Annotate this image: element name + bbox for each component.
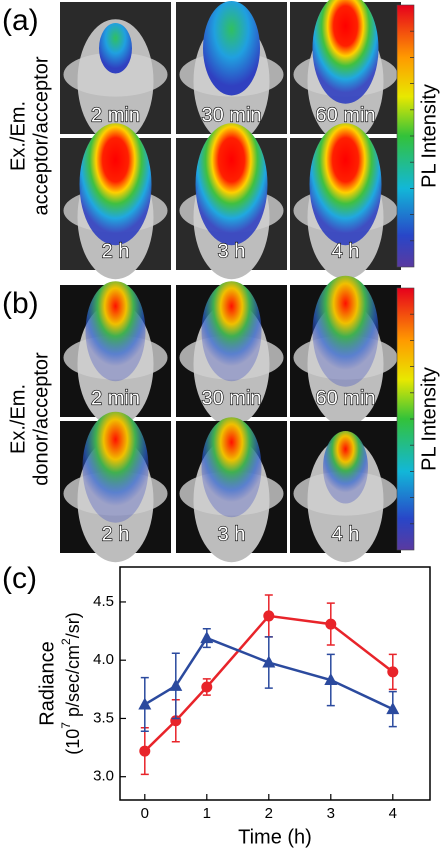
- marker: [200, 631, 214, 644]
- y-tick-label: 3.5: [93, 709, 114, 726]
- x-tick-label: 4: [389, 805, 397, 822]
- colorbar-label-group: PL Intensity: [418, 367, 440, 471]
- y-axis-unit-part: /sr): [63, 612, 83, 638]
- signal-heatmap: [82, 411, 149, 523]
- y-axis-label-line: Radiance: [36, 641, 58, 726]
- marker: [169, 678, 183, 691]
- y-axis-unit-part: 2: [59, 638, 73, 645]
- x-tick-label: 2: [265, 805, 273, 822]
- image-label: 2 h: [102, 523, 130, 545]
- plot-frame: [119, 566, 431, 801]
- side-label-line: Ex./Em.: [7, 101, 29, 171]
- x-axis-label: Time (h): [238, 826, 312, 848]
- image-label: 4 h: [332, 523, 360, 545]
- image-label: 60 min: [315, 104, 375, 126]
- colorbar-label-group: PL Intensity: [418, 84, 440, 188]
- panel-letter: (a): [2, 4, 39, 37]
- mouse-shoulder: [63, 52, 168, 97]
- colorbar-label: PL Intensity: [418, 367, 440, 471]
- panel-letter: (b): [2, 287, 39, 320]
- panel-letter: (c): [2, 562, 37, 595]
- side-label-line: donor/acceptor: [30, 352, 52, 486]
- signal-heatmap: [79, 123, 152, 246]
- x-tick-label: 0: [141, 805, 149, 822]
- signal-heatmap: [195, 123, 268, 246]
- signal-heatmap: [201, 281, 262, 382]
- image-label: 30 min: [201, 104, 261, 126]
- image-label: 60 min: [315, 387, 375, 409]
- side-label-line: Ex./Em.: [7, 384, 29, 454]
- marker: [201, 681, 213, 693]
- signal-heatmap: [309, 123, 382, 246]
- image-label: 30 min: [201, 387, 261, 409]
- x-tick-label: 1: [203, 805, 211, 822]
- marker: [138, 697, 152, 710]
- signal-heatmap: [85, 281, 146, 382]
- marker: [386, 702, 400, 715]
- y-tick-label: 3.0: [93, 768, 114, 785]
- image-label: 2 min: [91, 104, 140, 126]
- image-label: 2 h: [102, 240, 130, 262]
- y-axis-unit: (107 p/sec/cm2/sr): [59, 612, 83, 754]
- image-label: 2 min: [91, 387, 140, 409]
- y-tick-label: 4.5: [93, 593, 114, 610]
- side-label: Ex./Em. acceptor/acceptor: [7, 56, 52, 215]
- colorbar-label: PL Intensity: [418, 84, 440, 188]
- side-label-line: acceptor/acceptor: [30, 56, 52, 215]
- signal-heatmap: [312, 275, 379, 387]
- y-axis-unit-part: 7: [59, 722, 73, 729]
- marker: [387, 666, 399, 678]
- marker: [262, 655, 276, 668]
- image-label: 3 h: [218, 523, 246, 545]
- y-axis-label: Radiance(107 p/sec/cm2/sr): [36, 612, 82, 754]
- signal-heatmap: [99, 22, 132, 74]
- image-label: 4 h: [332, 240, 360, 262]
- marker: [263, 610, 275, 622]
- y-axis-unit-part: (10: [63, 729, 83, 755]
- marker: [139, 745, 151, 757]
- x-tick-label: 3: [327, 805, 335, 822]
- y-tick-label: 4.0: [93, 651, 114, 668]
- signal-heatmap: [201, 417, 262, 518]
- image-label: 3 h: [218, 240, 246, 262]
- marker: [324, 673, 338, 686]
- side-label: Ex./Em. donor/acceptor: [7, 352, 52, 486]
- signal-heatmap: [203, 0, 260, 96]
- y-axis-unit-part: p/sec/cm: [63, 645, 83, 722]
- marker: [325, 618, 337, 630]
- signal-heatmap: [323, 430, 368, 504]
- signal-heatmap: [312, 0, 379, 104]
